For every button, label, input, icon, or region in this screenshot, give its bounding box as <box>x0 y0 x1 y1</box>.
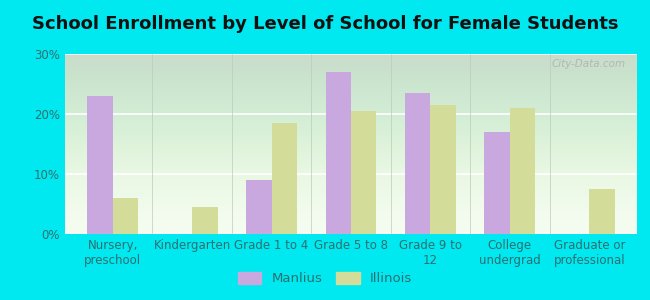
Legend: Manlius, Illinois: Manlius, Illinois <box>232 266 418 290</box>
Bar <box>484 132 510 234</box>
Bar <box>510 108 536 234</box>
Bar <box>246 180 272 234</box>
Bar <box>326 72 351 234</box>
Text: City-Data.com: City-Data.com <box>551 59 625 69</box>
Bar <box>192 207 218 234</box>
Bar <box>590 189 615 234</box>
Bar <box>272 123 297 234</box>
Bar <box>351 111 376 234</box>
Bar <box>430 105 456 234</box>
Bar <box>405 93 430 234</box>
Bar <box>112 198 138 234</box>
Bar <box>87 96 112 234</box>
Text: School Enrollment by Level of School for Female Students: School Enrollment by Level of School for… <box>32 15 618 33</box>
